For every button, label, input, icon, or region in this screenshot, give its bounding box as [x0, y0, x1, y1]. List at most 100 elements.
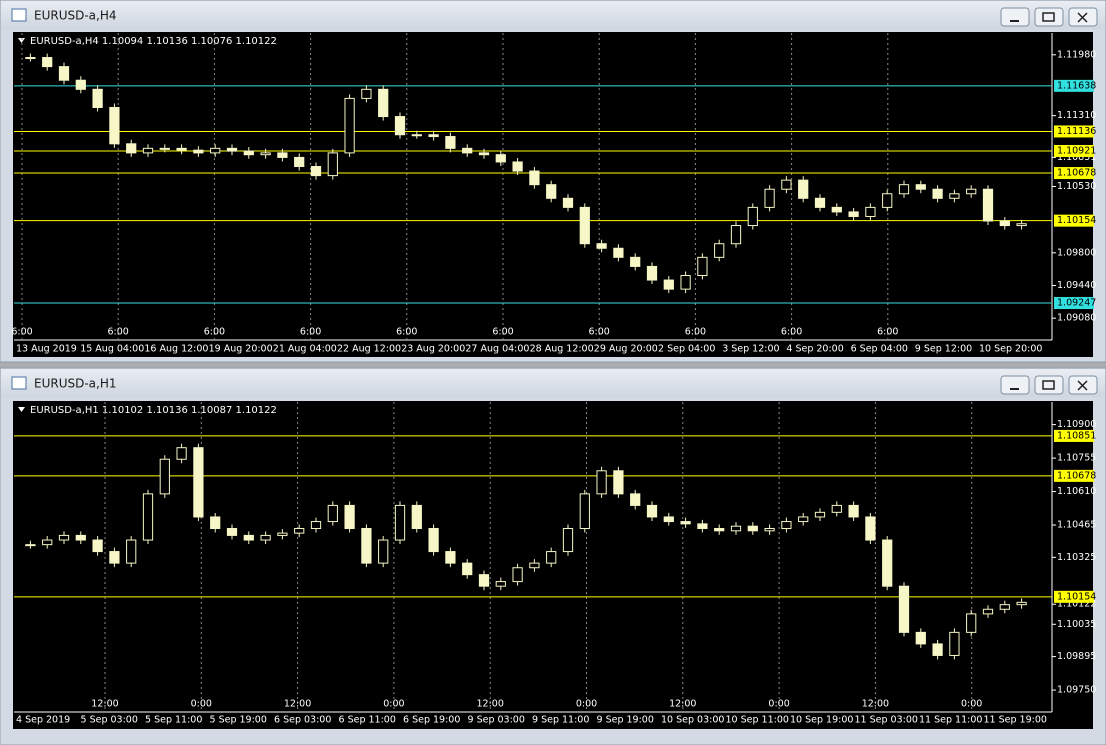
- maximize-button[interactable]: [1034, 375, 1064, 395]
- maximize-button[interactable]: [1034, 7, 1064, 27]
- time-label: 10 Sep 20:00: [979, 344, 1042, 355]
- candle: [915, 184, 926, 190]
- candle: [982, 188, 994, 222]
- candle: [226, 147, 238, 152]
- candle: [428, 527, 439, 553]
- candle: [680, 521, 691, 525]
- level-label: 1.10678: [1057, 168, 1096, 179]
- candle: [260, 534, 271, 541]
- candle: [680, 275, 691, 290]
- price-tick-label: 1.10465: [1057, 520, 1096, 531]
- price-tick-label: 1.10851: [1057, 152, 1096, 163]
- candle: [327, 152, 338, 177]
- candle: [176, 447, 187, 460]
- candle: [159, 458, 170, 495]
- candle: [478, 574, 490, 587]
- time-label: 5 Sep 03:00: [81, 715, 138, 726]
- session-label: 6:00: [781, 327, 802, 338]
- candle: [730, 225, 742, 245]
- candle: [898, 585, 910, 633]
- time-label: 11 Sep 03:00: [855, 715, 918, 726]
- time-label: 11 Sep 19:00: [984, 715, 1047, 726]
- session-label: 0:00: [768, 699, 789, 710]
- level-box: [1054, 167, 1094, 180]
- candle: [361, 88, 372, 99]
- time-label: 21 Aug 04:00: [273, 344, 337, 355]
- time-label: 13 Aug 2019: [16, 344, 77, 355]
- candle: [445, 551, 456, 564]
- candle: [25, 57, 36, 60]
- maximize-glyph: [1042, 12, 1055, 22]
- minimize-button[interactable]: [1000, 375, 1030, 395]
- candle: [176, 147, 187, 151]
- candle: [1016, 223, 1027, 227]
- candle: [982, 608, 994, 615]
- time-label: 23 Aug 20:00: [401, 344, 465, 355]
- candle: [411, 504, 422, 529]
- session-label: 6:00: [204, 327, 225, 338]
- candle: [142, 493, 154, 541]
- time-label: 9 Sep 19:00: [597, 715, 654, 726]
- candle: [546, 551, 557, 564]
- candle: [663, 516, 674, 523]
- candle: [277, 152, 288, 158]
- level-box: [1054, 590, 1094, 603]
- candle: [394, 116, 406, 136]
- candle: [75, 534, 86, 541]
- minimize-button[interactable]: [1000, 7, 1030, 27]
- candle: [646, 504, 658, 518]
- time-label: 11 Sep 11:00: [919, 715, 982, 726]
- candle: [999, 220, 1010, 227]
- candle: [999, 604, 1010, 610]
- candle: [378, 539, 389, 564]
- candle: [294, 527, 305, 534]
- candle: [848, 211, 859, 217]
- candle: [882, 539, 893, 587]
- candle: [512, 161, 523, 172]
- candle: [344, 97, 355, 154]
- candle: [25, 544, 36, 547]
- close-glyph: [1077, 380, 1088, 391]
- candle: [394, 504, 406, 541]
- maximize-glyph: [1042, 380, 1055, 390]
- level-box: [1054, 429, 1094, 442]
- session-label: 6:00: [492, 327, 513, 338]
- level-label: 1.10154: [1057, 591, 1096, 602]
- candle: [445, 136, 456, 149]
- level-label: 1.10154: [1057, 215, 1096, 226]
- candle: [966, 188, 977, 195]
- candle: [75, 79, 86, 90]
- time-label: 6 Sep 04:00: [851, 344, 908, 355]
- time-label: 5 Sep 19:00: [210, 715, 267, 726]
- window-title: EURUSD-a,H1: [34, 377, 117, 391]
- candle: [865, 206, 876, 217]
- candle: [613, 247, 624, 258]
- info-arrow: [18, 38, 25, 43]
- price-tick-label: 1.11980: [1057, 49, 1096, 60]
- candle: [596, 243, 607, 249]
- candle: [546, 184, 557, 199]
- session-label: 6:00: [300, 327, 321, 338]
- candle: [126, 143, 137, 154]
- candle: [613, 470, 624, 495]
- time-label: 9 Sep 03:00: [468, 715, 525, 726]
- candle: [831, 504, 842, 513]
- session-label: 6:00: [396, 327, 417, 338]
- candle: [193, 447, 204, 518]
- close-glyph: [1077, 12, 1088, 23]
- candle: [596, 470, 607, 495]
- time-label: 6 Sep 11:00: [339, 715, 396, 726]
- candle: [109, 551, 120, 564]
- time-label: 15 Aug 04:00: [80, 344, 144, 355]
- candle: [92, 88, 103, 108]
- time-label: 9 Sep 12:00: [915, 344, 972, 355]
- candle: [109, 106, 120, 145]
- price-tick-label: 1.11310: [1057, 110, 1096, 121]
- price-tick-label: 1.09895: [1057, 651, 1096, 662]
- price-tick-label: 1.09800: [1057, 247, 1096, 258]
- session-label: 0:00: [191, 699, 212, 710]
- window-title: EURUSD-a,H4: [34, 9, 117, 23]
- info-arrow: [18, 407, 25, 412]
- price-tick-label: 1.10610: [1057, 486, 1096, 497]
